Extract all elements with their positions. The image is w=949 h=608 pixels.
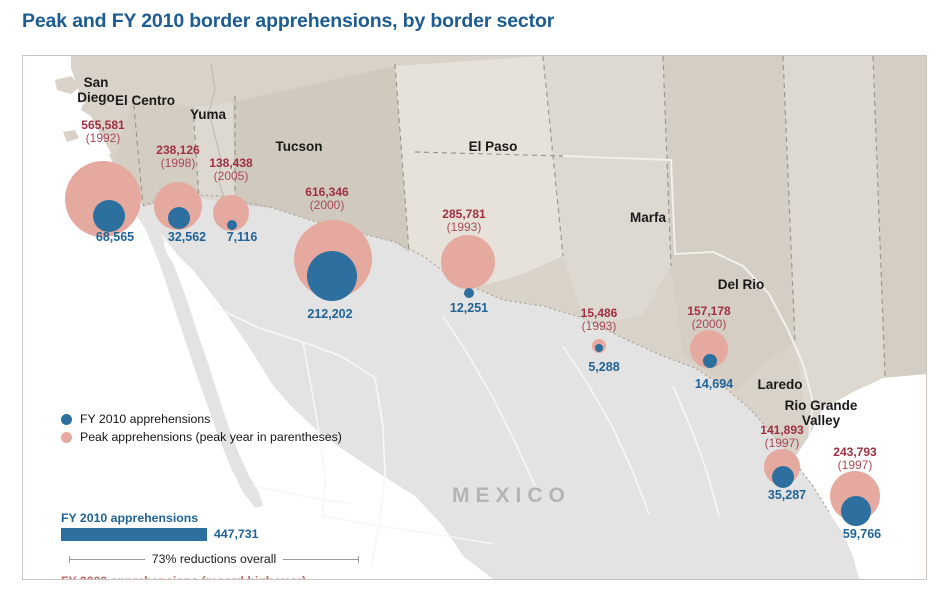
peak-number-rio-grande-valley: 243,793	[833, 445, 877, 459]
fy2010-value-rio-grande-valley: 59,766	[842, 527, 882, 541]
peak-number-el-centro: 238,126	[156, 143, 200, 157]
sector-shade-laredo	[783, 56, 885, 436]
mexico-state-lines	[212, 305, 720, 567]
legend-dot-fy2010-icon	[61, 413, 72, 425]
peak-number-marfa: 15,486	[580, 306, 618, 320]
peak-value-tucson: 616,346 (2000)	[291, 185, 363, 213]
legend: FY 2010 apprehensions Peak apprehensions…	[61, 411, 342, 447]
sector-shade-elpaso	[395, 56, 563, 288]
reduction-rule-right	[283, 555, 359, 563]
fy2010-value-el-paso: 12,251	[449, 301, 489, 315]
reduction-label: 73% reductions overall	[151, 552, 277, 566]
peak-value-yuma: 138,438 (2005)	[195, 156, 267, 184]
fy2010-bubble-marfa	[595, 344, 603, 352]
fy2010-bubble-laredo	[772, 466, 794, 488]
legend-dot-peak-icon	[61, 431, 72, 443]
legend-item-peak: Peak apprehensions (peak year in parenth…	[61, 429, 342, 445]
peak-value-marfa: 15,486 (1993)	[563, 306, 635, 334]
sector-shade-yuma	[193, 102, 235, 204]
peak-year-el-paso: (1993)	[446, 220, 482, 235]
gulf-of-california	[163, 242, 291, 418]
peak-number-del-rio: 157,178	[687, 304, 731, 318]
peak-number-el-paso: 285,781	[442, 207, 486, 221]
peak-value-san-diego: 565,581 (1992)	[67, 118, 139, 146]
fy2010-value-laredo: 35,287	[767, 488, 807, 502]
peak-value-rio-grande-valley: 243,793 (1997)	[819, 445, 891, 473]
sector-shade-delrio	[663, 56, 795, 390]
peak-number-tucson: 616,346	[305, 185, 349, 199]
peak-year-tucson: (2000)	[309, 198, 345, 213]
summary-fy2010-bar	[61, 527, 207, 541]
peak-bubble-el-paso	[441, 235, 495, 289]
peak-number-san-diego: 565,581	[81, 118, 125, 132]
legend-label-peak: Peak apprehensions (peak year in parenth…	[80, 430, 342, 444]
peak-value-del-rio: 157,178 (2000)	[673, 304, 745, 332]
summary-bars: FY 2010 apprehensions 447,731	[61, 511, 391, 541]
reduction-rule-left	[69, 555, 145, 563]
page-title: Peak and FY 2010 border apprehensions, b…	[22, 10, 555, 32]
peak-value-laredo: 141,893 (1997)	[746, 423, 818, 451]
sector-shade-tucson	[233, 66, 409, 252]
peak-year-rio-grande-valley: (1997)	[837, 458, 873, 473]
fy2010-bubble-del-rio	[703, 354, 717, 368]
map-panel: MEXICO San Diego 565,581 (1992) 68,565 El Ce…	[22, 55, 927, 580]
fy2010-bubble-el-paso	[464, 288, 474, 298]
peak-value-el-paso: 285,781 (1993)	[428, 207, 500, 235]
summary-fy2000-block: FY 2000 apprehensions (record high year)…	[61, 574, 561, 579]
summary-fy2010-title: FY 2010 apprehensions	[61, 511, 199, 525]
peak-year-laredo: (1997)	[764, 436, 800, 451]
fy2010-value-el-centro: 32,562	[167, 230, 207, 244]
sector-shade-marfa	[543, 56, 671, 326]
summary-fy2000-title: FY 2000 apprehensions (record high year)	[61, 574, 561, 579]
peak-value-el-centro: 238,126 (1998)	[142, 143, 214, 171]
sector-boundaries	[132, 56, 886, 377]
border-line	[142, 193, 830, 513]
fy2010-bubble-el-centro	[168, 207, 190, 229]
fy2010-bubble-rio-grande-valley	[841, 496, 871, 526]
peak-number-yuma: 138,438	[209, 156, 253, 170]
peak-year-san-diego: (1992)	[85, 131, 121, 146]
fy2010-bubble-tucson	[307, 251, 357, 301]
peak-number-laredo: 141,893	[760, 423, 804, 437]
summary-fy2010-value: 447,731	[214, 527, 259, 541]
fy2010-value-tucson: 212,202	[307, 307, 353, 321]
legend-item-fy2010: FY 2010 apprehensions	[61, 411, 342, 427]
sector-shade-rgv	[873, 56, 926, 376]
fy2010-value-del-rio: 14,694	[694, 377, 734, 391]
peak-year-el-centro: (1998)	[160, 156, 196, 171]
peak-year-del-rio: (2000)	[691, 317, 727, 332]
fy2010-value-marfa: 5,288	[588, 360, 620, 374]
reduction-annotation: 73% reductions overall	[69, 550, 359, 568]
map-basemap	[23, 56, 926, 579]
baja-peninsula	[131, 201, 263, 508]
texas-outline	[562, 155, 815, 437]
fy2010-bubble-yuma	[227, 220, 237, 230]
fy2010-bubble-san-diego	[93, 200, 125, 232]
summary-fy2010-row: 447,731	[61, 527, 391, 541]
peak-year-marfa: (1993)	[581, 319, 617, 334]
legend-label-fy2010: FY 2010 apprehensions	[80, 412, 211, 426]
fy2010-value-yuma: 7,116	[226, 230, 258, 244]
colorado-river	[208, 63, 226, 201]
peak-year-yuma: (2005)	[213, 169, 249, 184]
fy2010-value-san-diego: 68,565	[95, 230, 135, 244]
